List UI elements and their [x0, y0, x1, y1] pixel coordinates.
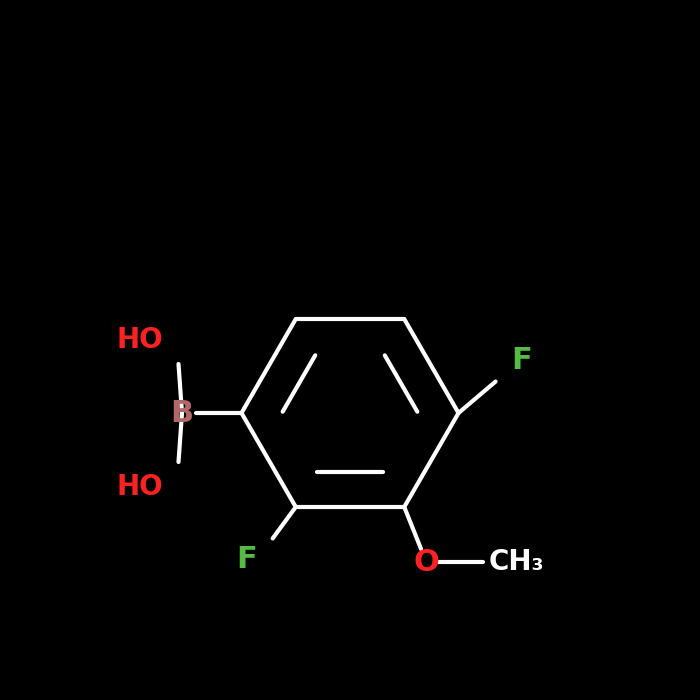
- Text: CH₃: CH₃: [489, 547, 544, 575]
- Text: F: F: [511, 346, 532, 375]
- Text: O: O: [414, 549, 440, 578]
- Text: B: B: [170, 398, 194, 428]
- Text: F: F: [237, 545, 257, 574]
- Text: HO: HO: [117, 473, 163, 500]
- Text: HO: HO: [117, 326, 163, 354]
